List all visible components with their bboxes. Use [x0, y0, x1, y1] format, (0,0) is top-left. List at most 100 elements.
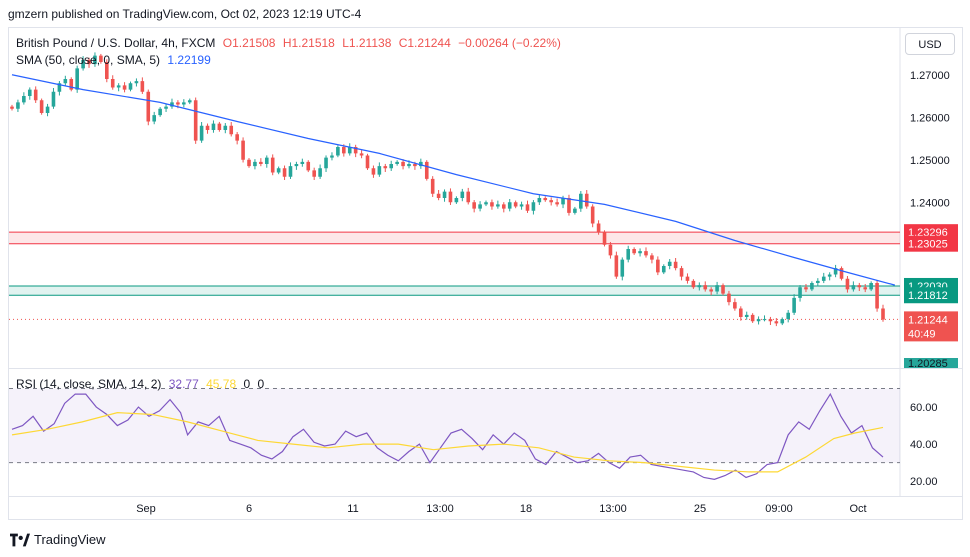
- brand-name: TradingView: [34, 532, 106, 547]
- candle-body: [170, 102, 174, 107]
- legend-open: O1.21508: [222, 36, 276, 50]
- candle-body: [881, 308, 885, 320]
- chart-frame: [8, 27, 963, 520]
- rsi-value: 32.77: [168, 377, 199, 391]
- candle-body: [845, 278, 850, 290]
- candle-body: [75, 68, 79, 90]
- time-tick-label: 13:00: [426, 503, 454, 515]
- candle-body: [448, 191, 453, 203]
- candle-body: [490, 202, 494, 207]
- candle-body: [105, 62, 109, 79]
- candle-body: [810, 283, 814, 290]
- candle-body: [608, 244, 613, 256]
- sma-value: 1.22199: [167, 53, 211, 67]
- candle-body: [128, 83, 133, 90]
- sma-line: [11, 74, 896, 286]
- candle-body: [821, 276, 826, 281]
- candle-body: [99, 55, 103, 62]
- candle-body: [673, 261, 678, 269]
- candle-body: [282, 168, 287, 177]
- candle-body: [478, 204, 482, 209]
- time-tick-label: 18: [520, 503, 532, 515]
- candle-body: [869, 283, 873, 290]
- candle-body: [164, 106, 168, 109]
- candle-body: [294, 164, 299, 167]
- candle-body: [353, 147, 358, 154]
- candle-body: [401, 161, 405, 167]
- candle-body: [395, 161, 399, 164]
- candle-body: [371, 168, 376, 175]
- candle-body: [472, 202, 476, 209]
- rsi-sma-value: 45.78: [206, 377, 237, 391]
- rsi-tick-label: 20.00: [910, 476, 938, 488]
- candle-body: [442, 191, 447, 198]
- candle-body: [519, 204, 524, 207]
- candle-body: [496, 204, 500, 207]
- candle-body: [93, 55, 97, 65]
- candle-body: [525, 204, 530, 211]
- candle-body: [122, 85, 127, 90]
- candle-body: [780, 319, 785, 324]
- candle-body: [555, 202, 559, 205]
- candle-body: [768, 319, 773, 322]
- candle-body: [110, 79, 115, 88]
- legend-low: L1.21138: [342, 36, 392, 50]
- candle-body: [685, 276, 690, 281]
- candle-body: [51, 91, 56, 107]
- candle-body: [531, 202, 536, 211]
- candle-body: [365, 155, 370, 169]
- candle-body: [270, 157, 275, 173]
- candle-body: [330, 155, 334, 158]
- candle-body: [158, 108, 162, 116]
- footer-brand: TradingView: [10, 532, 106, 547]
- candle-body: [656, 259, 660, 273]
- rsi-tick-label: 60.00: [910, 402, 938, 414]
- candle-body: [774, 321, 779, 324]
- support-zone: [9, 285, 900, 296]
- zone-label-box: [904, 235, 958, 252]
- candle-body: [715, 285, 719, 292]
- candle-body: [792, 297, 796, 313]
- candle-body: [851, 285, 856, 290]
- rsi-ma-line: [11, 412, 884, 473]
- legend-symbol: British Pound / U.S. Dollar, 4h, FXCM: [16, 36, 216, 50]
- candle-body: [205, 125, 210, 130]
- currency-button[interactable]: USD: [905, 33, 955, 55]
- candle-body: [543, 198, 548, 201]
- candle-body: [661, 266, 666, 273]
- candle-body: [596, 223, 601, 232]
- candle-body: [259, 161, 263, 164]
- candle-body: [857, 285, 862, 288]
- candle-body: [253, 161, 257, 167]
- candle-body: [45, 106, 50, 113]
- candle-body: [22, 96, 26, 103]
- candle-body: [383, 166, 388, 169]
- zone-label: 1.23025: [908, 239, 948, 251]
- candle-body: [276, 168, 281, 173]
- candle-body: [727, 293, 731, 303]
- time-tick-label: 13:00: [599, 503, 627, 515]
- candle-body: [875, 283, 879, 309]
- candle-body: [81, 59, 85, 69]
- candle-body: [57, 83, 62, 92]
- candle-body: [359, 153, 364, 156]
- candle-body: [336, 147, 340, 156]
- candle-body: [193, 100, 198, 141]
- legend-change: −0.00264 (−0.22%): [458, 36, 561, 50]
- candle-body: [667, 261, 672, 266]
- rsi-label: RSI (14, close, SMA, 14, 2): [16, 377, 162, 391]
- candle-body: [679, 268, 684, 277]
- candle-body: [703, 285, 708, 290]
- candle-body: [27, 89, 32, 96]
- candle-body: [513, 202, 518, 207]
- sma-legend: SMA (50, close, 0, SMA, 5) 1.22199: [16, 53, 215, 67]
- candle-body: [620, 259, 625, 277]
- legend-close: C1.21244: [398, 36, 451, 50]
- candle-body: [419, 161, 423, 167]
- candle-body: [750, 314, 755, 322]
- candle-body: [247, 159, 251, 167]
- price-tick-label: 1.26000: [910, 112, 950, 124]
- last-price-label: 1.21244: [908, 314, 948, 326]
- rsi-band-fill: [9, 388, 900, 463]
